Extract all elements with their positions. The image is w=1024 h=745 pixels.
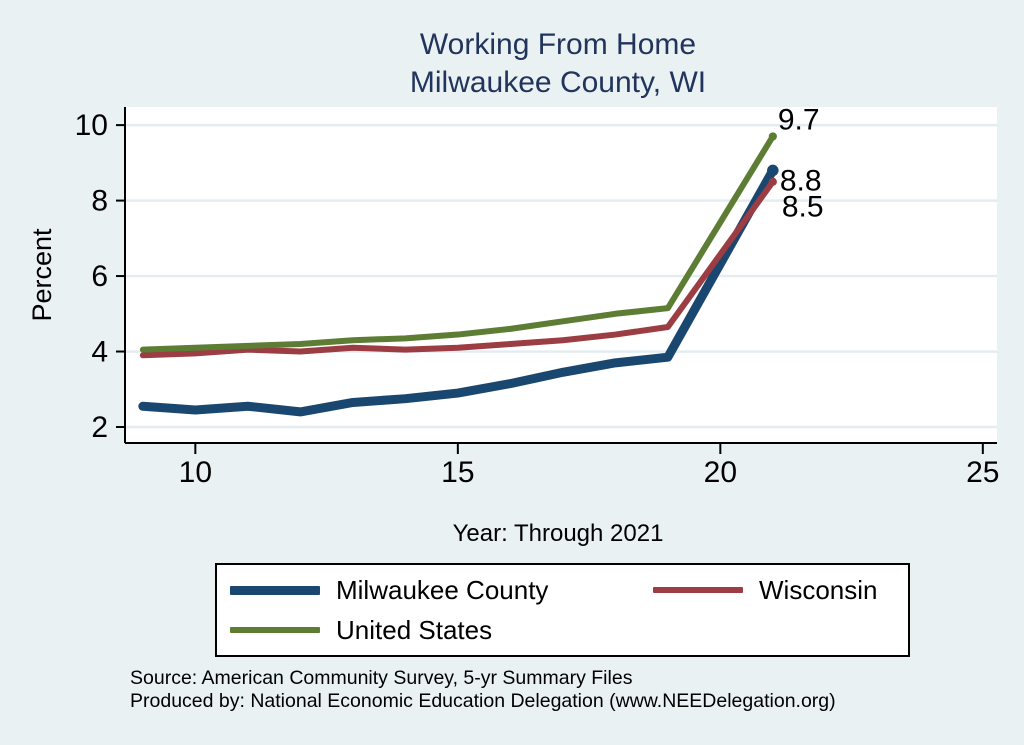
x-axis-title: Year: Through 2021 bbox=[452, 520, 664, 547]
source-note: Source: American Community Survey, 5-yr … bbox=[130, 667, 836, 712]
chart-title-line2: Milwaukee County, WI bbox=[409, 66, 707, 99]
y-tick-label: 10 bbox=[75, 109, 108, 142]
source-line: Source: American Community Survey, 5-yr … bbox=[130, 667, 633, 689]
legend-swatch-united-states bbox=[230, 627, 320, 633]
legend-item-united-states: United States bbox=[230, 613, 653, 647]
series-endpoint-wisconsin bbox=[768, 177, 777, 186]
legend-item-milwaukee-county: Milwaukee County bbox=[230, 573, 653, 607]
legend-label-wisconsin: Wisconsin bbox=[759, 574, 878, 605]
x-tick-label: 15 bbox=[441, 456, 474, 489]
end-label-milwaukee-county: 8.8 bbox=[780, 164, 822, 197]
legend-label-milwaukee-county: Milwaukee County bbox=[336, 574, 549, 605]
series-line-milwaukee-county bbox=[138, 165, 778, 417]
legend-swatch-milwaukee-county bbox=[230, 585, 320, 595]
y-tick-label: 6 bbox=[91, 260, 108, 293]
series-endpoint-milwaukee-county bbox=[767, 164, 779, 177]
chart-title-line1: Working From Home bbox=[419, 28, 697, 61]
wfh-line-chart: 2 4 6 8 10 10 15 20 25 8.88.5 9.7 bbox=[75, 103, 1000, 489]
y-tick-label: 8 bbox=[91, 185, 108, 218]
series-endpoint-united-states bbox=[768, 132, 777, 141]
legend-label-united-states: United States bbox=[336, 614, 493, 645]
x-tick-label: 20 bbox=[704, 456, 737, 489]
legend-swatch-wisconsin bbox=[653, 587, 743, 593]
y-axis-title: Percent bbox=[27, 228, 57, 322]
end-label-wisconsin: 8.5 bbox=[782, 191, 824, 224]
x-tick-label: 10 bbox=[179, 456, 212, 489]
produced-by-line: Produced by: National Economic Education… bbox=[130, 689, 836, 712]
x-tick-label: 25 bbox=[966, 456, 999, 489]
end-label-united-states: 9.7 bbox=[778, 103, 820, 136]
series-line-united-states bbox=[139, 133, 776, 353]
legend-item-wisconsin: Wisconsin bbox=[653, 573, 908, 607]
series-line-wisconsin bbox=[139, 178, 776, 359]
y-tick-label: 2 bbox=[91, 411, 108, 444]
y-tick-label: 4 bbox=[91, 336, 108, 369]
legend: Milwaukee County Wisconsin United States bbox=[215, 563, 910, 657]
chart-title: Working From Home Milwaukee County, WI bbox=[92, 26, 1024, 102]
